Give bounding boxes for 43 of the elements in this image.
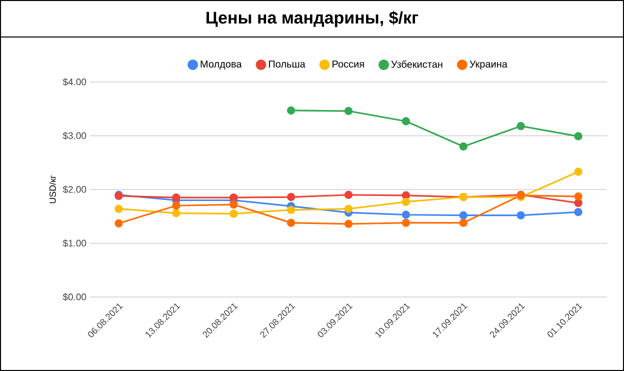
point — [286, 206, 296, 214]
y-tick-label: $4.00 — [62, 78, 86, 86]
point — [574, 198, 582, 208]
point — [114, 219, 123, 228]
point — [344, 220, 353, 228]
point — [230, 210, 238, 218]
legend-label: Узбекистан — [391, 60, 442, 68]
legend-label: Россия — [332, 60, 364, 68]
point — [402, 191, 410, 200]
point — [574, 132, 582, 140]
chart-title: Цены на мандарины, $/кг — [206, 10, 418, 28]
legend-label: Украина — [470, 60, 508, 70]
point — [286, 106, 296, 115]
point — [114, 204, 123, 213]
point — [402, 210, 410, 219]
point — [516, 211, 525, 220]
point — [230, 200, 238, 209]
y-tick-label: $2.00 — [62, 186, 86, 194]
point — [172, 209, 180, 218]
point — [459, 211, 468, 220]
point — [574, 192, 582, 201]
y-tick-label: $0.00 — [62, 293, 86, 301]
point — [574, 208, 582, 216]
point — [402, 117, 410, 126]
legend-label: Польша — [268, 60, 306, 68]
point — [286, 192, 296, 202]
point — [344, 190, 353, 199]
point — [574, 168, 582, 176]
point — [286, 218, 296, 227]
point — [230, 193, 238, 202]
point — [459, 218, 468, 227]
point — [402, 198, 410, 206]
point — [402, 218, 410, 227]
point — [516, 122, 525, 130]
y-tick-label: $3.00 — [62, 132, 86, 140]
y-axis-title: USD/кг — [49, 175, 56, 204]
point — [459, 142, 468, 151]
point — [344, 204, 353, 213]
y-tick-label: $1.00 — [62, 239, 86, 248]
point — [172, 193, 180, 202]
legend-label: Молдова — [200, 60, 242, 70]
point — [172, 202, 180, 210]
point — [344, 106, 353, 116]
